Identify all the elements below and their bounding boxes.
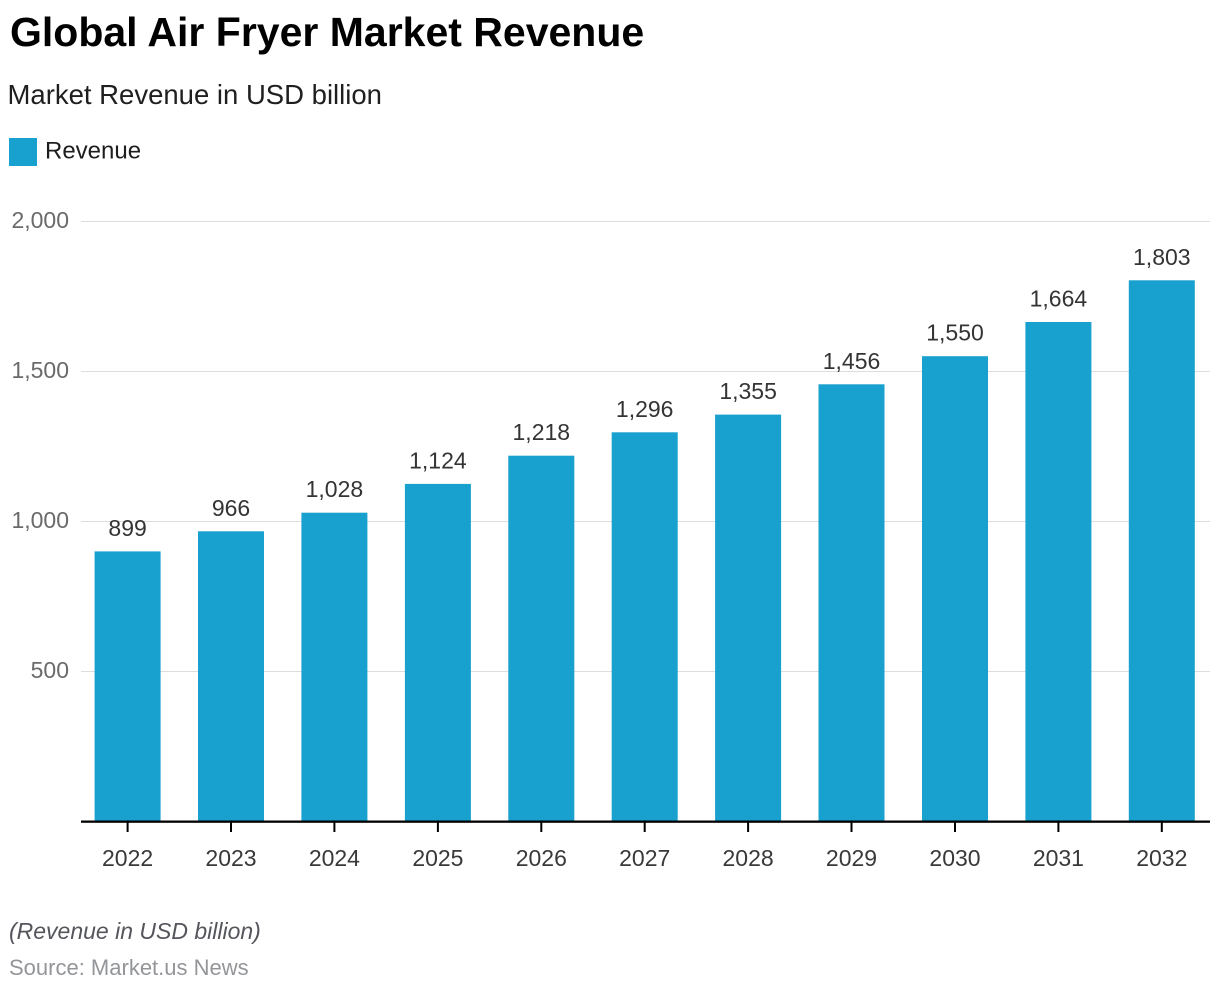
svg-text:966: 966 bbox=[212, 495, 250, 521]
svg-text:1,664: 1,664 bbox=[1030, 286, 1088, 312]
svg-text:2030: 2030 bbox=[929, 845, 980, 871]
svg-text:1,500: 1,500 bbox=[11, 357, 69, 383]
svg-text:2024: 2024 bbox=[309, 845, 360, 871]
svg-text:2029: 2029 bbox=[826, 845, 877, 871]
svg-text:2022: 2022 bbox=[102, 845, 153, 871]
svg-text:1,000: 1,000 bbox=[11, 507, 69, 533]
svg-text:1,456: 1,456 bbox=[823, 348, 881, 374]
svg-text:1,028: 1,028 bbox=[306, 476, 364, 502]
svg-text:Market Revenue in USD billion: Market Revenue in USD billion bbox=[8, 79, 382, 110]
svg-text:1,550: 1,550 bbox=[926, 320, 984, 346]
svg-text:Global Air Fryer Market Revenu: Global Air Fryer Market Revenue bbox=[10, 9, 644, 55]
svg-text:1,803: 1,803 bbox=[1133, 244, 1191, 270]
svg-text:2,000: 2,000 bbox=[11, 207, 69, 233]
svg-text:1,296: 1,296 bbox=[616, 396, 674, 422]
svg-text:899: 899 bbox=[108, 515, 146, 541]
svg-text:500: 500 bbox=[31, 657, 69, 683]
svg-text:(Revenue in USD billion): (Revenue in USD billion) bbox=[9, 918, 261, 944]
svg-text:2023: 2023 bbox=[205, 845, 256, 871]
svg-text:Source: Market.us News: Source: Market.us News bbox=[9, 955, 249, 980]
svg-text:1,355: 1,355 bbox=[719, 378, 777, 404]
svg-text:Revenue: Revenue bbox=[45, 138, 141, 165]
svg-text:2025: 2025 bbox=[412, 845, 463, 871]
svg-text:2027: 2027 bbox=[619, 845, 670, 871]
svg-text:2032: 2032 bbox=[1136, 845, 1187, 871]
svg-text:2028: 2028 bbox=[723, 845, 774, 871]
svg-text:1,124: 1,124 bbox=[409, 447, 467, 473]
svg-text:2026: 2026 bbox=[516, 845, 567, 871]
svg-text:2031: 2031 bbox=[1033, 845, 1084, 871]
svg-text:1,218: 1,218 bbox=[513, 419, 571, 445]
